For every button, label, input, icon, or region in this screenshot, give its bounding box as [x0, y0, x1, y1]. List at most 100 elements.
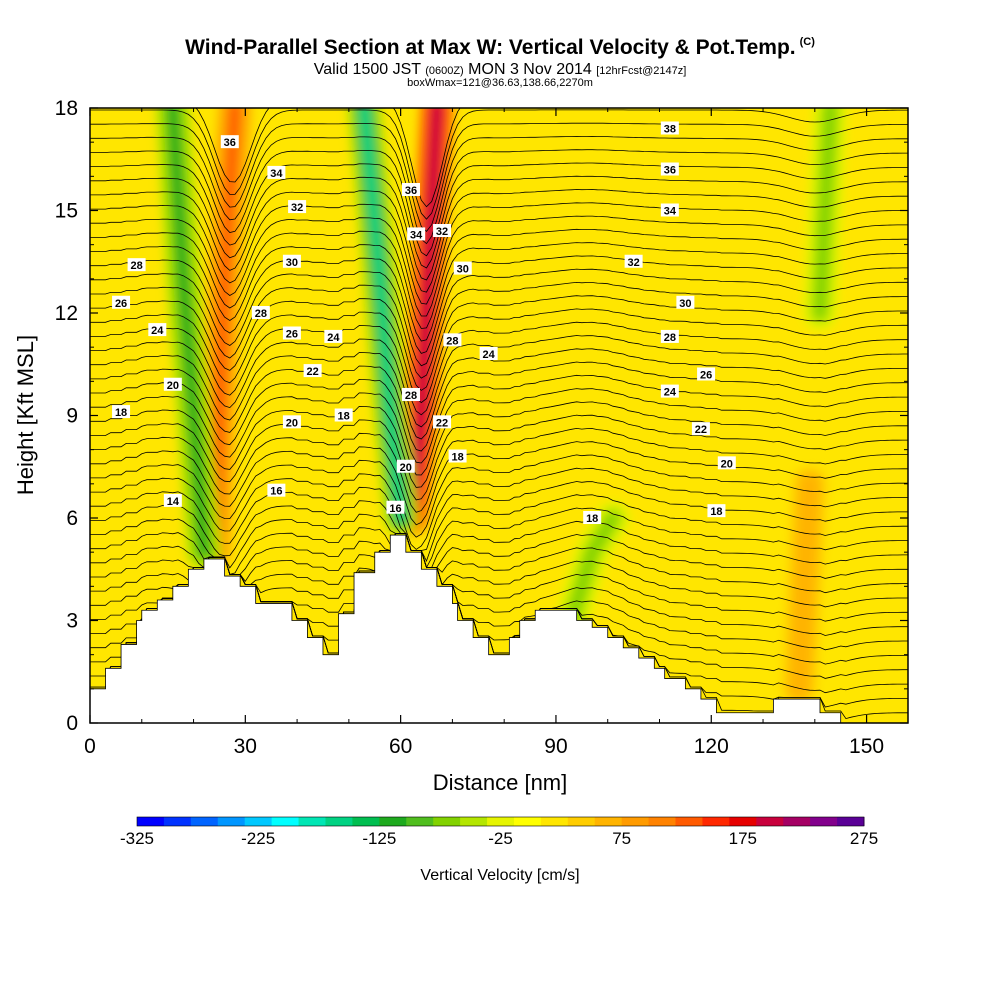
theta-label-bg — [660, 203, 679, 217]
theta-label: 18 — [583, 511, 602, 525]
theta-contour-line — [90, 520, 908, 575]
colorbar-swatch — [352, 817, 380, 826]
theta-label-bg — [282, 326, 301, 340]
terrain — [89, 534, 908, 724]
colorbar-tick-label: -225 — [241, 829, 275, 848]
theta-label-bg — [386, 500, 405, 514]
colorbar-swatch — [325, 817, 353, 826]
x-tick-label: 30 — [234, 735, 257, 758]
theta-label: 36 — [401, 183, 420, 197]
theta-contour-line — [90, 507, 908, 569]
theta-label-text: 24 — [327, 332, 340, 344]
theta-label-text: 36 — [664, 165, 676, 177]
theta-contour-line — [90, 202, 908, 305]
theta-label: 14 — [163, 493, 182, 508]
theta-contour-line — [195, 108, 819, 208]
theta-label-text: 24 — [483, 349, 496, 361]
theta-label-bg — [660, 121, 679, 135]
colorbar-swatch — [594, 817, 623, 826]
colorbar-swatch — [379, 817, 407, 826]
colorbar-tick-label: 275 — [850, 829, 878, 848]
valid-prefix: Valid 1500 JST — [313, 61, 421, 78]
theta-label-text: 32 — [627, 257, 639, 269]
theta-label-text: 22 — [306, 366, 318, 378]
theta-contours — [90, 108, 908, 720]
theta-label-text: 18 — [115, 407, 127, 419]
theta-label: 34 — [267, 165, 286, 180]
theta-label: 36 — [220, 135, 239, 149]
theta-label-bg — [479, 347, 498, 360]
theta-label-bg — [433, 224, 452, 237]
theta-contour-line — [90, 135, 908, 245]
theta-label-text: 18 — [451, 452, 463, 464]
theta-label-bg — [267, 165, 286, 179]
theta-label: 28 — [127, 258, 146, 272]
theta-contour-line — [90, 335, 908, 428]
theta-label-text: 20 — [167, 380, 179, 392]
theta-label-text: 20 — [721, 458, 733, 470]
theta-label-text: 30 — [286, 257, 298, 269]
theta-label: 34 — [407, 227, 426, 241]
theta-label: 26 — [697, 367, 716, 382]
theta-label-bg — [401, 183, 420, 196]
theta-label-bg — [433, 415, 452, 429]
theta-label: 16 — [267, 483, 286, 498]
valid-utc: (0600Z) — [425, 65, 464, 77]
colorbar-swatch — [217, 817, 246, 826]
contour-labels: 36 34 32 30 28 26 24 22 20 18 16 14 28 26 24 20 18 36 34 32… — [112, 121, 736, 525]
theta-label-bg — [707, 504, 726, 518]
theta-contour-line — [90, 268, 908, 367]
theta-label: 18 — [334, 408, 353, 423]
theta-label-bg — [112, 295, 131, 309]
title-main: Wind-Parallel Section at Max W: Vertical… — [185, 36, 796, 59]
colorbar-swatch — [298, 817, 326, 826]
x-tick-label: 120 — [694, 735, 729, 758]
theta-label: 20 — [396, 459, 415, 474]
theta-contour-line — [90, 454, 908, 538]
y-tick-label: 12 — [55, 302, 78, 325]
y-tick-label: 9 — [66, 405, 78, 428]
theta-label-bg — [251, 306, 270, 319]
theta-label-bg — [697, 367, 716, 381]
colorbar: -325 -225 -125 -25 75 175 275 — [120, 816, 878, 848]
theta-contour-line — [90, 308, 908, 404]
colorbar-swatch — [433, 817, 461, 826]
theta-label-text: 22 — [436, 417, 448, 429]
theta-label: 20 — [163, 377, 182, 392]
theta-label: 18 — [448, 449, 467, 464]
box-info: boxWmax=121@36.63,138.66,2270m — [407, 77, 593, 89]
theta-label-bg — [453, 261, 472, 275]
theta-label-text: 20 — [400, 462, 412, 474]
updraft-band-5-2 — [793, 478, 816, 695]
theta-label-text: 28 — [405, 390, 417, 402]
theta-label-text: 26 — [286, 329, 298, 341]
colorbar-frame — [136, 816, 865, 827]
x-tick-label: 0 — [84, 735, 96, 758]
theta-label-bg — [127, 258, 146, 272]
updraft-band-0-2 — [208, 108, 241, 558]
theta-contour-line — [90, 295, 908, 391]
theta-contour-line — [90, 374, 908, 464]
theta-label-bg — [324, 329, 343, 343]
theta-label-text: 16 — [389, 503, 401, 515]
colorbar-swatch — [137, 817, 165, 826]
theta-contour-line — [90, 242, 908, 342]
theta-label-text: 34 — [270, 168, 283, 180]
theta-label-bg — [443, 333, 462, 347]
theta-label-text: 28 — [446, 335, 458, 347]
theta-contour-line — [90, 228, 908, 329]
theta-label-bg — [676, 295, 695, 309]
colorbar-swatch — [702, 817, 730, 826]
theta-label-text: 38 — [664, 124, 676, 136]
theta-label-bg — [112, 405, 131, 419]
theta-contour-line — [90, 348, 908, 440]
colorbar-swatch — [783, 817, 811, 826]
theta-label-text: 20 — [286, 417, 298, 429]
colorbar-swatch — [675, 817, 703, 826]
y-axis-label: Height [Kft MSL] — [13, 335, 38, 495]
theta-contour-line — [90, 361, 908, 452]
theta-label-text: 26 — [115, 298, 127, 310]
theta-label: 32 — [288, 200, 307, 214]
theta-label: 18 — [707, 504, 726, 518]
